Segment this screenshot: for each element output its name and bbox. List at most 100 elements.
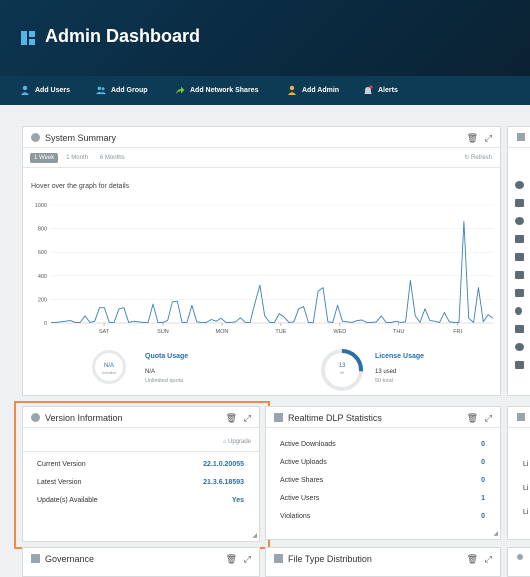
file-icon (515, 253, 524, 261)
graph-hint: Hover over the graph for details (31, 183, 130, 190)
x-tick-label: SUN (157, 329, 169, 335)
expand-icon[interactable]: ⤢ (243, 554, 251, 564)
dlp-row: Active Downloads 0 (280, 441, 485, 448)
chart-icon (517, 133, 525, 141)
user-icon (515, 181, 524, 189)
x-tick-label: SAT (99, 329, 110, 335)
panel-title: Governance (45, 554, 95, 564)
page-title: Admin Dashboard (45, 26, 201, 46)
dashboard-icon (31, 133, 40, 142)
pie-chart-icon (274, 413, 283, 422)
files-icon (515, 289, 524, 297)
partial-label: Li (523, 461, 529, 468)
dlp-row: Violations 0 (280, 513, 485, 520)
expand-icon[interactable]: ⤢ (243, 413, 251, 423)
expand-icon[interactable]: ⤢ (484, 413, 492, 423)
delete-icon[interactable]: 🗑︎ (225, 554, 237, 564)
activity-chart[interactable]: 0 200 400 600 800 1000 SAT SUN MON TUE WED THU FRI (23, 199, 500, 343)
dlp-row: Active Shares 0 (280, 477, 485, 484)
group-icon (515, 235, 524, 243)
expand-icon[interactable]: ⤢ (484, 133, 492, 143)
version-info-panel: Version Information 🗑︎ ⤢ ⌂ Upgrade Curre… (22, 406, 260, 542)
file-icon (274, 554, 283, 563)
file-icon (515, 271, 524, 279)
y-tick-label: 1000 (35, 203, 47, 209)
version-row: Current Version 22.1.0.20055 (37, 461, 244, 468)
license-ring-value: 13 (338, 363, 346, 369)
right-lower-panel: Li Li Li (507, 406, 530, 540)
expand-icon[interactable]: ⤢ (484, 554, 492, 564)
delete-icon[interactable]: 🗑︎ (466, 133, 478, 143)
panel-title: Realtime DLP Statistics (288, 413, 382, 423)
tab-1-month[interactable]: 1 Month (66, 155, 88, 161)
panel-title: Version Information (45, 413, 123, 423)
add-group-button[interactable]: Add Group (96, 85, 148, 95)
tab-6-months[interactable]: 6 Months (99, 155, 125, 161)
license-usage-label: License Usage (375, 353, 425, 360)
user-icon (515, 217, 524, 225)
share-arrow-icon (176, 86, 185, 94)
license-ring-sub: 50 (340, 371, 344, 375)
dlp-stats-panel: Realtime DLP Statistics 🗑︎ ⤢ Active Down… (265, 406, 501, 540)
share-icon (515, 307, 522, 315)
partial-label: Li (523, 485, 529, 492)
add-users-button[interactable]: Add Users (20, 85, 70, 95)
info-icon (31, 413, 40, 422)
quota-ring (92, 350, 126, 384)
monitor-icon (515, 325, 524, 333)
x-tick-label: FRI (453, 329, 462, 335)
partial-label: Li (523, 509, 529, 516)
delete-icon[interactable]: 🗑︎ (466, 413, 478, 423)
logo-icon (21, 31, 35, 45)
mail-icon (515, 361, 524, 369)
license-value: 13 used (375, 369, 397, 375)
panel-title: File Type Distribution (288, 554, 372, 564)
refresh-button[interactable]: ↻ Refresh (464, 155, 492, 161)
highlight-frame (14, 401, 270, 549)
admin-icon (288, 85, 296, 95)
x-tick-label: THU (393, 329, 404, 335)
resize-handle[interactable]: ◢ (252, 533, 257, 539)
delete-icon[interactable]: 🗑︎ (466, 554, 478, 564)
quota-sub: Unlimited quota (145, 378, 184, 384)
toolbar: Add Users Add Group Add Network Shares A… (0, 76, 530, 105)
license-ring (321, 349, 363, 391)
right-side-panel (507, 126, 530, 396)
user-icon (515, 343, 524, 351)
version-row: Latest Version 21.3.6.18593 (37, 479, 244, 486)
x-tick-label: TUE (275, 329, 286, 335)
tab-1-week[interactable]: 1 Week (30, 153, 59, 163)
series-line (51, 221, 494, 323)
file-type-panel: File Type Distribution 🗑︎ ⤢ (265, 547, 501, 577)
license-sub: 50 total (375, 378, 394, 384)
add-network-shares-button[interactable]: Add Network Shares (175, 85, 258, 95)
delete-icon[interactable]: 🗑︎ (225, 413, 237, 423)
system-summary-panel: System Summary 🗑︎ ⤢ 1 Week 1 Month 6 Mon… (22, 126, 501, 396)
location-icon (517, 554, 523, 560)
quota-value: N/A (145, 369, 156, 375)
group-icon (96, 86, 106, 95)
governance-panel: Governance 🗑︎ ⤢ (22, 547, 260, 577)
add-admin-button[interactable]: Add Admin (287, 85, 339, 95)
user-icon (21, 85, 29, 95)
dlp-row: Active Uploads 0 (280, 459, 485, 466)
x-tick-label: MON (215, 329, 228, 335)
panel-icon (517, 413, 525, 421)
panel-title: System Summary (45, 133, 117, 143)
quota-usage-label: Quota Usage (145, 353, 189, 360)
right-bottom-panel (507, 547, 530, 577)
x-tick-label: WED (333, 329, 346, 335)
resize-handle[interactable]: ◢ (493, 531, 498, 537)
document-icon (515, 199, 524, 207)
period-tabs: 1 Week 1 Month 6 Months (30, 153, 129, 163)
quota-ring-value: N/A (103, 363, 114, 369)
version-row: Update(s) Available Yes (37, 497, 244, 504)
y-tick-label: 600 (38, 250, 47, 256)
quota-ring-sub: Unlimited (101, 371, 117, 375)
y-tick-label: 800 (38, 227, 47, 233)
y-tick-label: 200 (38, 297, 47, 303)
bank-icon (31, 554, 40, 563)
dlp-row: Active Users 1 (280, 495, 485, 502)
alerts-button[interactable]: Alerts (363, 85, 398, 95)
upgrade-button[interactable]: ⌂ Upgrade (222, 439, 251, 445)
